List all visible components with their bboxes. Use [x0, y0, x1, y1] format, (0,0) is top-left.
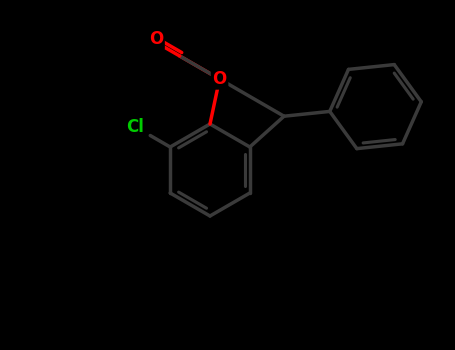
Text: O: O — [149, 30, 163, 48]
Text: O: O — [212, 70, 227, 88]
Text: Cl: Cl — [126, 118, 144, 136]
